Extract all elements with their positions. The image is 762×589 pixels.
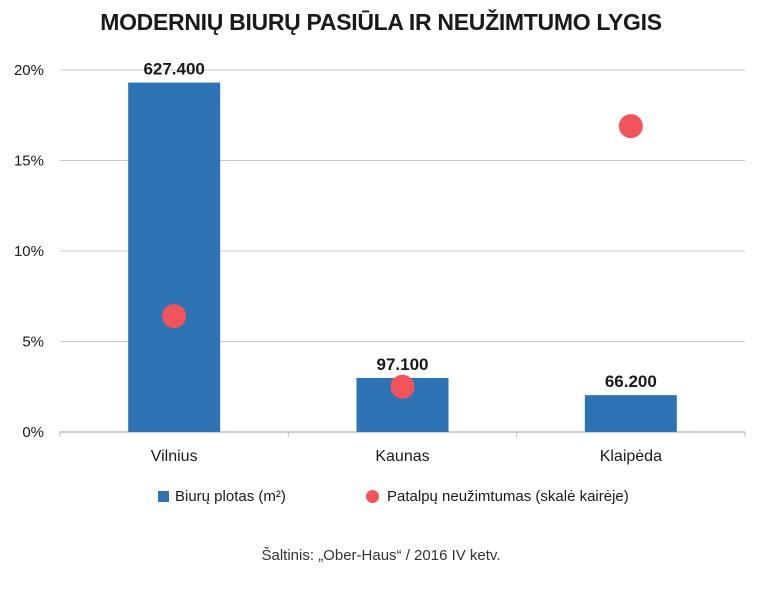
- bar-value-label: 97.100: [377, 355, 429, 374]
- source-note: Šaltinis: „Ober-Haus“ / 2016 IV ketv.: [261, 547, 501, 564]
- vacancy-point: [390, 374, 415, 399]
- y-tick-label: 15%: [14, 153, 44, 170]
- x-tick-label: Kaunas: [375, 448, 429, 465]
- y-tick-label: 10%: [14, 243, 44, 260]
- vacancy-point: [162, 304, 187, 329]
- bar-value-label: 66.200: [605, 372, 657, 391]
- chart-title: MODERNIŲ BIURŲ PASIŪLA IR NEUŽIMTUMO LYG…: [100, 9, 662, 35]
- vacancy-point: [618, 114, 643, 139]
- y-tick-label: 0%: [22, 424, 44, 441]
- legend-bar-label: Biurų plotas (m²): [175, 488, 286, 505]
- y-tick-label: 5%: [22, 334, 44, 351]
- bar: [584, 395, 677, 432]
- bar-value-label: 627.400: [143, 60, 204, 79]
- x-tick-label: Vilnius: [151, 448, 198, 465]
- legend-bar-swatch: [158, 491, 169, 502]
- legend-dot-swatch: [366, 490, 379, 503]
- legend-item-dots: Patalpų neužimtumas (skalė kairėje): [366, 488, 629, 505]
- chart-plot: 0% 5% 10% 15% 20% 627.400 Vilnius 97.100 Kaunas 6…: [14, 60, 746, 465]
- x-tick-label: Klaipėda: [600, 448, 662, 465]
- legend-item-bars: Biurų plotas (m²): [158, 488, 286, 505]
- legend-dot-label: Patalpų neužimtumas (skalė kairėje): [387, 488, 629, 505]
- bar: [128, 82, 221, 433]
- y-tick-label: 20%: [14, 62, 44, 79]
- chart-legend: Biurų plotas (m²) Patalpų neužimtumas (s…: [0, 488, 762, 508]
